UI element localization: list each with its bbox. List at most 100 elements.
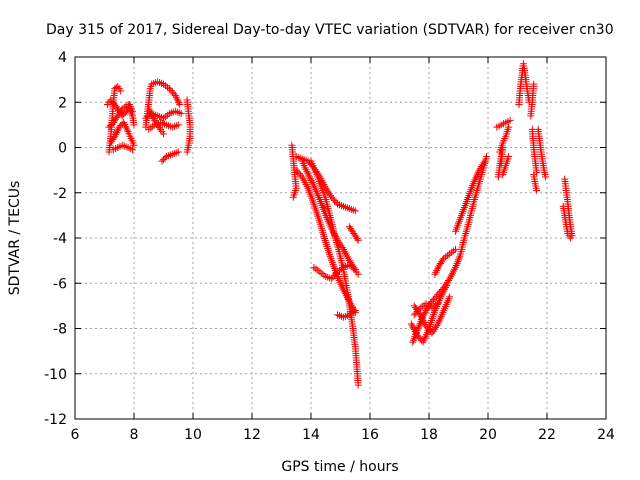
data-point — [432, 268, 440, 276]
data-point — [304, 169, 312, 177]
data-point — [483, 153, 491, 161]
x-tick-label: 14 — [302, 427, 320, 443]
data-point — [301, 164, 309, 172]
data-point — [153, 120, 161, 128]
y-tick-label: -8 — [53, 322, 67, 338]
data-point — [106, 122, 114, 130]
data-point — [123, 126, 131, 134]
data-track — [527, 80, 538, 120]
data-point — [121, 120, 129, 128]
data-track — [528, 125, 541, 176]
data-point — [183, 148, 191, 156]
x-tick-label: 24 — [597, 427, 615, 443]
data-point — [422, 306, 430, 314]
x-tick-label: 22 — [538, 427, 556, 443]
x-axis-label: GPS time / hours — [281, 459, 398, 475]
y-tick-label: 4 — [58, 50, 67, 66]
y-tick-label: -6 — [53, 276, 67, 292]
data-point — [154, 122, 162, 130]
data-track — [345, 223, 362, 244]
data-point — [160, 156, 167, 164]
chart-title: Day 315 of 2017, Sidereal Day-to-day VTE… — [46, 22, 614, 38]
data-track — [493, 116, 514, 131]
data-point — [431, 294, 439, 302]
x-tick-label: 8 — [130, 427, 139, 443]
data-point — [337, 242, 345, 250]
x-tick-label: 18 — [420, 427, 438, 443]
data-point — [443, 282, 451, 290]
data-point — [170, 90, 178, 98]
data-track — [559, 202, 575, 242]
data-point — [452, 245, 460, 253]
data-point — [174, 148, 182, 156]
data-point — [428, 297, 436, 305]
data-point — [129, 146, 137, 154]
data-point — [328, 275, 336, 283]
data-point — [109, 99, 117, 107]
data-point — [295, 170, 303, 178]
data-point — [476, 164, 484, 172]
data-track — [288, 141, 300, 201]
data-point — [112, 84, 120, 92]
data-point — [332, 270, 340, 278]
data-point — [326, 191, 334, 199]
data-point — [432, 292, 440, 300]
data-point — [307, 177, 315, 185]
data-point — [171, 91, 179, 99]
data-point — [413, 308, 421, 316]
data-point — [151, 116, 159, 124]
data-point — [354, 236, 362, 244]
data-point — [168, 88, 176, 96]
data-track — [145, 105, 167, 138]
data-point — [421, 308, 429, 316]
y-tick-label: -12 — [44, 412, 67, 428]
data-point — [306, 175, 314, 183]
data-point — [351, 306, 359, 314]
y-axis-label: SDTVAR / TECUs — [7, 181, 23, 296]
data-point — [433, 267, 441, 275]
data-track — [515, 60, 533, 109]
data-point — [429, 296, 437, 304]
x-tick-label: 6 — [71, 427, 80, 443]
data-point — [506, 116, 514, 124]
data-track — [105, 101, 138, 131]
data-point — [329, 195, 337, 203]
data-point — [354, 270, 362, 278]
data-point — [120, 119, 128, 127]
data-point — [297, 171, 305, 179]
data-point — [111, 132, 119, 140]
data-point — [446, 293, 454, 301]
data-point — [331, 271, 339, 279]
data-points — [103, 60, 576, 389]
data-point — [542, 173, 550, 181]
data-point — [567, 234, 575, 242]
data-point — [325, 190, 333, 198]
y-tick-label: -2 — [53, 186, 67, 202]
data-point — [351, 207, 359, 215]
data-point — [106, 96, 114, 104]
data-point — [112, 103, 120, 111]
data-point — [158, 157, 166, 165]
data-point — [351, 266, 359, 274]
data-track — [530, 171, 541, 194]
data-point — [305, 171, 313, 179]
data-point — [308, 178, 316, 186]
data-point — [165, 85, 173, 93]
data-point — [505, 123, 513, 131]
data-point — [431, 324, 439, 332]
data-point — [302, 166, 310, 174]
data-point — [479, 161, 487, 169]
data-point — [112, 130, 120, 138]
data-track — [145, 119, 182, 133]
data-point — [329, 273, 337, 281]
data-point — [430, 325, 438, 333]
data-point — [152, 118, 160, 126]
data-point — [328, 193, 336, 201]
data-point — [434, 300, 442, 308]
data-point — [130, 141, 138, 149]
data-point — [431, 270, 439, 278]
data-point — [309, 180, 317, 188]
data-track — [106, 119, 138, 149]
data-point — [533, 186, 541, 194]
data-point — [415, 306, 423, 314]
